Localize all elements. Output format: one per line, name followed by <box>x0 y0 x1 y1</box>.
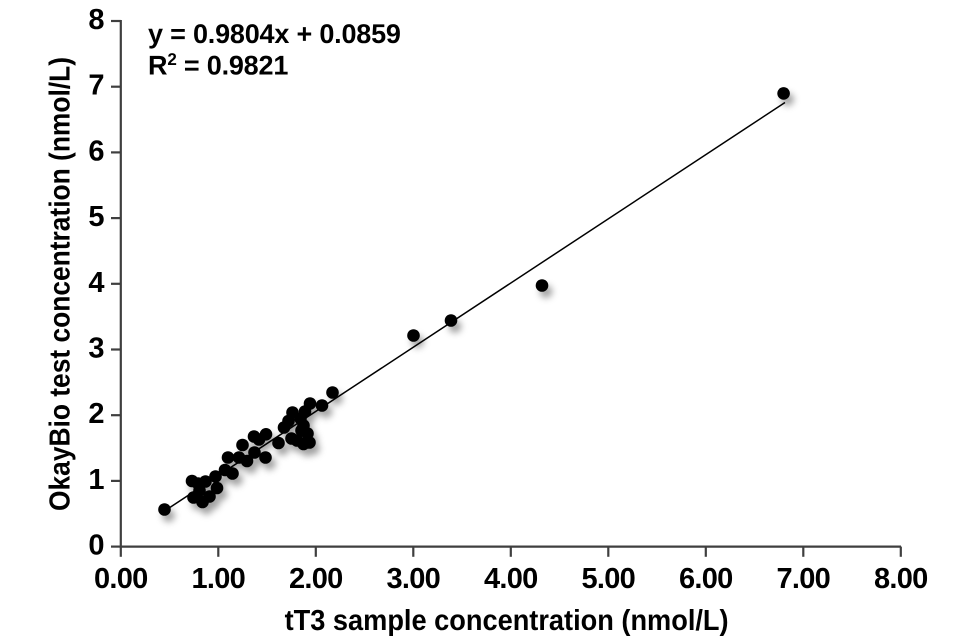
svg-text:1: 1 <box>88 464 104 496</box>
svg-text:5: 5 <box>88 201 104 233</box>
svg-text:8: 8 <box>88 4 104 36</box>
svg-text:2.00: 2.00 <box>289 563 343 595</box>
svg-text:4: 4 <box>88 267 104 299</box>
svg-text:0.00: 0.00 <box>94 563 148 595</box>
svg-text:OkayBio test concentration (nm: OkayBio test concentration (nmol/L) <box>45 57 77 511</box>
svg-text:1.00: 1.00 <box>191 563 245 595</box>
svg-text:R2 = 0.9821: R2 = 0.9821 <box>148 50 288 81</box>
svg-text:5.00: 5.00 <box>581 563 635 595</box>
svg-text:3: 3 <box>88 333 104 365</box>
svg-text:7.00: 7.00 <box>776 563 830 595</box>
svg-text:y = 0.9804x + 0.0859: y = 0.9804x + 0.0859 <box>148 19 401 49</box>
svg-text:6.00: 6.00 <box>679 563 733 595</box>
svg-text:2: 2 <box>88 398 104 430</box>
svg-text:0: 0 <box>88 530 104 562</box>
svg-text:7: 7 <box>88 70 104 102</box>
svg-text:6: 6 <box>88 135 104 167</box>
svg-text:4.00: 4.00 <box>484 563 538 595</box>
svg-text:tT3 sample concentration (nmol: tT3 sample concentration (nmol/L) <box>285 605 729 637</box>
svg-text:3.00: 3.00 <box>386 563 440 595</box>
svg-text:8.00: 8.00 <box>874 563 928 595</box>
